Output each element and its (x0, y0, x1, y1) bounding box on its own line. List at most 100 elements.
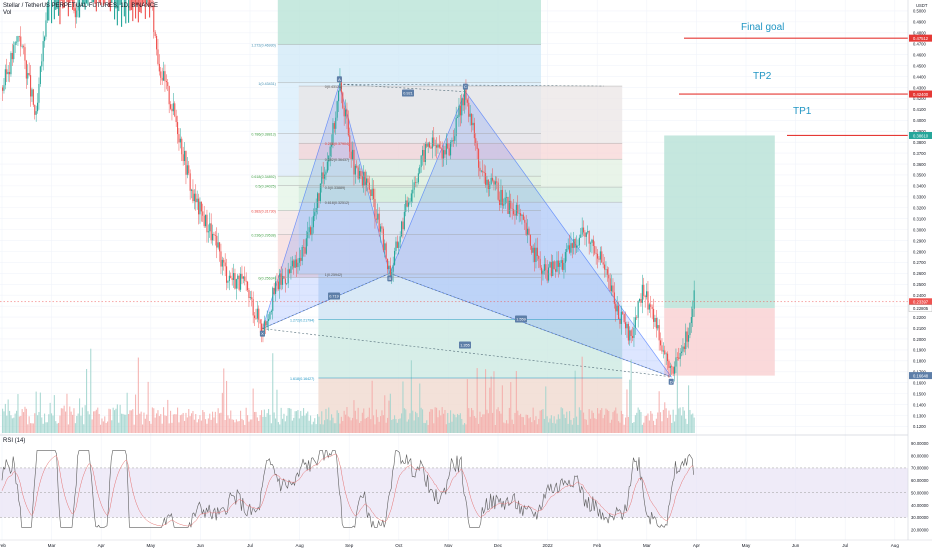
candle-body (109, 0, 111, 12)
stop-loss-zone[interactable] (664, 308, 775, 376)
harmonic-dashed-top (339, 83, 605, 87)
volume-bar (619, 422, 621, 433)
volume-bar (641, 424, 643, 433)
volume-bar (346, 407, 348, 433)
candle-body (689, 323, 691, 336)
volume-bar (66, 393, 68, 433)
volume-bar (550, 415, 552, 433)
candle-body (157, 49, 159, 64)
candle-body (534, 247, 536, 262)
candle-body (497, 182, 499, 200)
fib-ext-band (318, 274, 623, 320)
volume-bar (611, 419, 613, 433)
candle-body (325, 171, 327, 175)
candle-body (30, 75, 32, 97)
time-tick-label: Aug (296, 543, 305, 548)
volume-bar (576, 416, 578, 433)
volume-bar (228, 418, 230, 433)
volume-bar (178, 422, 180, 433)
volume-bar (672, 409, 674, 433)
rsi-tick-label: 40.00000 (911, 503, 929, 508)
volume-bar (499, 411, 501, 433)
candle-body (296, 259, 298, 268)
candle-body (352, 149, 354, 160)
volume-bar (38, 412, 40, 433)
candle-body (588, 230, 590, 244)
volume-bar (345, 414, 347, 433)
candle-body (564, 252, 566, 263)
candle-body (597, 253, 599, 259)
volume-bar (482, 414, 484, 433)
candle-body (72, 0, 74, 10)
candle-body (629, 330, 631, 341)
pattern-point-marker[interactable] (259, 330, 265, 337)
volume-bar (520, 413, 522, 433)
volume-bar (46, 422, 48, 433)
volume-bar (542, 409, 544, 433)
candle-body (598, 258, 600, 260)
candle-body (368, 182, 370, 190)
candle-body (172, 103, 174, 112)
candle-body (437, 144, 439, 148)
take-profit-zone[interactable] (664, 135, 775, 309)
volume-bar (186, 417, 188, 433)
candle-body (688, 335, 690, 342)
candle-body (625, 322, 627, 329)
volume-bar (541, 409, 543, 433)
candle-body (25, 60, 27, 79)
candle-body (657, 325, 659, 329)
price-tick-label: 0.3500 (913, 173, 926, 178)
candle-body (311, 227, 313, 235)
candle-body (503, 204, 505, 206)
pattern-point-marker[interactable] (668, 378, 674, 385)
volume-bar (318, 416, 320, 433)
candle-body (634, 317, 636, 328)
volume-bar (27, 424, 29, 433)
pattern-ratio-label: 0.921 (403, 92, 413, 96)
volume-bar (101, 418, 103, 433)
volume-bar (536, 424, 538, 433)
volume-bar (65, 411, 67, 433)
candle-body (374, 199, 376, 219)
time-tick-label: Mar (48, 543, 56, 548)
volume-bar (557, 414, 559, 433)
candle-body (48, 0, 50, 21)
pattern-point-marker[interactable] (336, 76, 342, 83)
candle-body (353, 149, 355, 175)
candle-body (377, 213, 379, 220)
volume-bar (83, 424, 85, 433)
volume-bar (195, 414, 197, 433)
candle-body (121, 0, 123, 27)
volume-bar (639, 409, 641, 433)
volume-bar (479, 411, 481, 433)
candle-body (655, 317, 657, 329)
candle-body (545, 264, 547, 271)
candle-body (240, 273, 242, 290)
volume-bar (452, 413, 454, 433)
volume-bar (417, 417, 419, 433)
pattern-point-marker[interactable] (462, 83, 468, 90)
volume-bar (448, 422, 450, 433)
pattern-ratio-label: 0.719 (329, 295, 339, 299)
price-badge-label: 0.42400 (913, 92, 929, 97)
volume-bar (496, 409, 498, 433)
pattern-point-marker[interactable] (387, 275, 393, 282)
volume-bar (94, 411, 96, 433)
volume-bar (129, 410, 131, 433)
candle-body (226, 266, 228, 283)
volume-bar (191, 413, 193, 433)
volume-bar (219, 413, 221, 433)
volume-bar (286, 415, 288, 433)
candle-body (280, 273, 282, 285)
price-tick-label: 0.4800 (913, 31, 926, 36)
candle-body (210, 223, 212, 241)
volume-bar (419, 383, 421, 433)
candle-body (266, 320, 268, 326)
candle-body (307, 232, 309, 239)
volume-bar (81, 407, 83, 433)
volume-bar (251, 419, 253, 433)
candle-body (455, 117, 457, 137)
volume-bar (291, 420, 293, 433)
